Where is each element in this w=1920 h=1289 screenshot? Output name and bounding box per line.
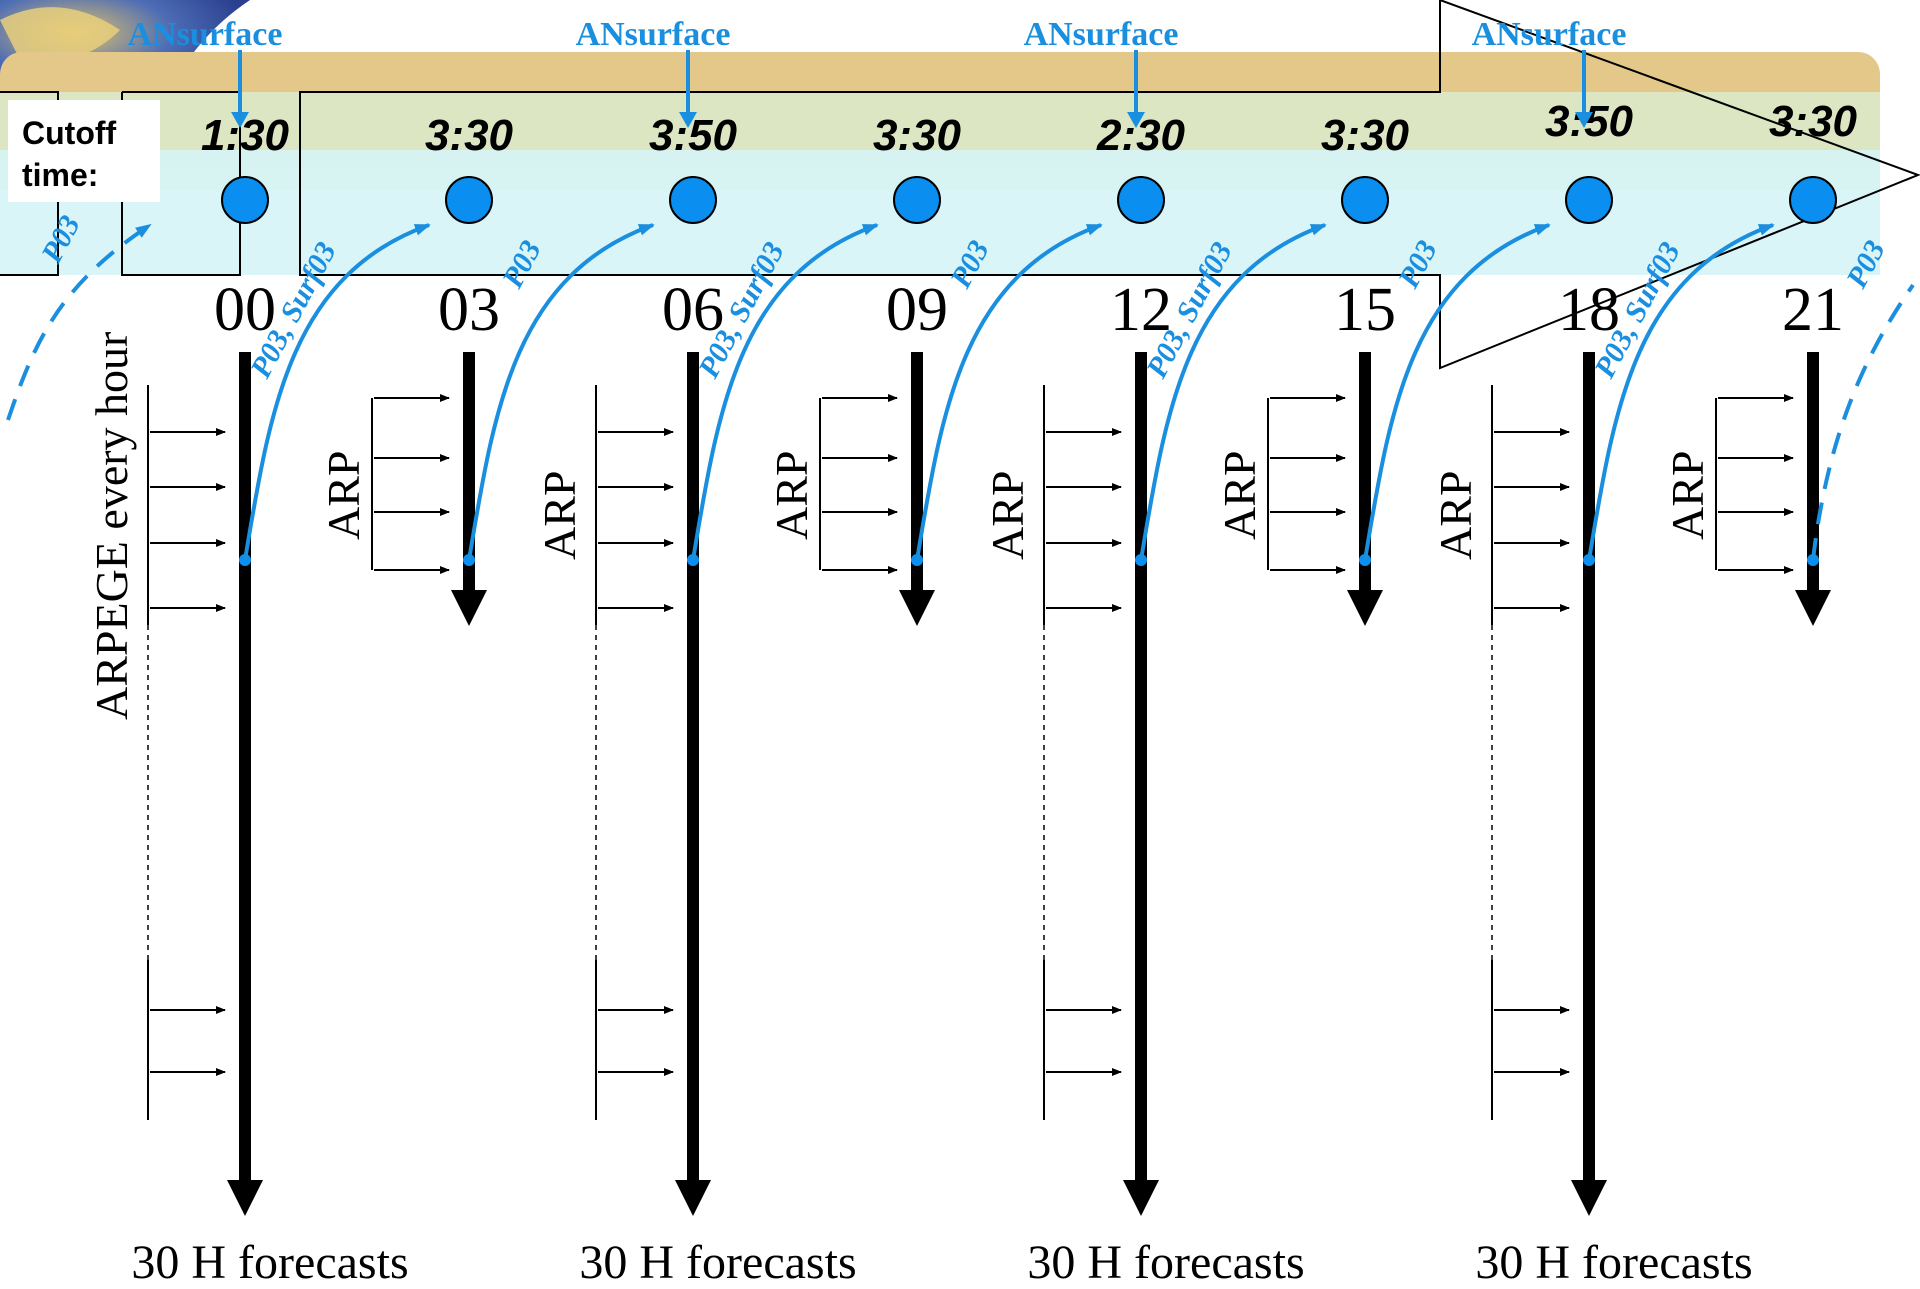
forecast-caption-00: 30 H forecasts [131,1236,408,1289]
forecast-arrowhead-03 [451,590,487,626]
side-label-18: ARP [1430,471,1481,560]
analysis-dot-21 [1790,177,1836,223]
forecast-caption-12: 30 H forecasts [1027,1236,1304,1289]
ansurface-label-18: ANsurface [1472,16,1627,53]
ansurface-label-00: ANsurface [128,16,283,53]
forecast-arrowhead-18 [1571,1180,1607,1216]
analysis-dot-18 [1566,177,1612,223]
cutoff-label-line2: time: [22,157,98,193]
cutoff-time-09: 3:30 [873,111,962,160]
hour-label-09: 09 [886,276,948,344]
cutoff-time-15: 3:30 [1321,111,1410,160]
side-label-12: ARP [982,471,1033,560]
forecast-arrowhead-15 [1347,590,1383,626]
forecast-arrowhead-06 [675,1180,711,1216]
forecast-arrowhead-09 [899,590,935,626]
side-label-00: ARPEGE every hour [86,332,137,720]
forecast-arrowhead-12 [1123,1180,1159,1216]
ansurface-label-06: ANsurface [576,16,731,53]
analysis-dot-00 [222,177,268,223]
cutoff-label-line1: Cutoff [22,115,117,151]
forecast-caption-18: 30 H forecasts [1475,1236,1752,1289]
hour-label-03: 03 [438,276,500,344]
side-label-06: ARP [534,471,585,560]
cutoff-time-18: 3:50 [1545,97,1634,146]
cutoff-time-21: 3:30 [1769,97,1858,146]
forecast-arrowhead-21 [1795,590,1831,626]
analysis-dot-03 [446,177,492,223]
side-label-09: ARP [766,451,817,540]
forecast-caption-06: 30 H forecasts [579,1236,856,1289]
timeline-band [0,52,1880,275]
forecast-arrowhead-00 [227,1180,263,1216]
cutoff-time-03: 3:30 [425,111,514,160]
analysis-dot-09 [894,177,940,223]
side-label-15: ARP [1214,451,1265,540]
analysis-dot-06 [670,177,716,223]
hour-label-15: 15 [1334,276,1396,344]
cutoff-label-box: Cutoff time: [8,100,160,202]
side-label-03: ARP [318,451,369,540]
side-label-21: ARP [1662,451,1713,540]
analysis-dot-15 [1342,177,1388,223]
analysis-dot-12 [1118,177,1164,223]
ansurface-label-12: ANsurface [1024,16,1179,53]
hour-label-21: 21 [1782,276,1844,344]
